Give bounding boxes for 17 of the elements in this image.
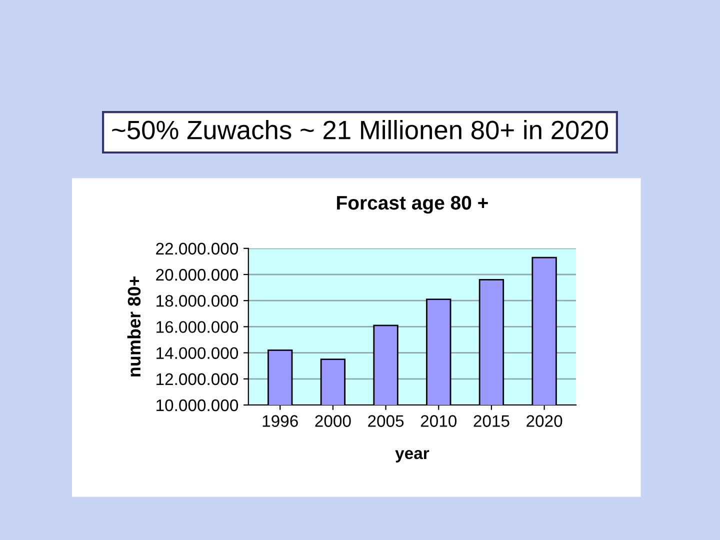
x-tick-label: 2020 <box>526 415 562 427</box>
x-tick-label: 1996 <box>262 415 298 427</box>
x-tick-label: 2015 <box>474 415 510 427</box>
chart-title: Forcast age 80 + <box>337 196 488 214</box>
y-tick-label: 12.000.000 <box>156 373 238 386</box>
text: ~50% Zuwachs ~ 21 Millionen 80+ in 2020 <box>112 120 608 140</box>
y-tick-label: 18.000.000 <box>156 295 238 307</box>
y-tick-label: 22.000.000 <box>156 242 238 255</box>
y-tick-label: 14.000.000 <box>156 347 238 360</box>
y-tick-label: 20.000.000 <box>156 268 238 281</box>
y-axis-title: number 80+ <box>127 276 141 376</box>
y-tick-label: 10.000.000 <box>156 399 238 412</box>
x-tick-label: 2000 <box>315 415 351 427</box>
x-axis-title: year <box>395 450 430 462</box>
y-tick-label: 16.000.000 <box>156 321 238 333</box>
x-tick-label: 2005 <box>368 415 404 427</box>
x-tick-label: 2010 <box>420 415 457 427</box>
